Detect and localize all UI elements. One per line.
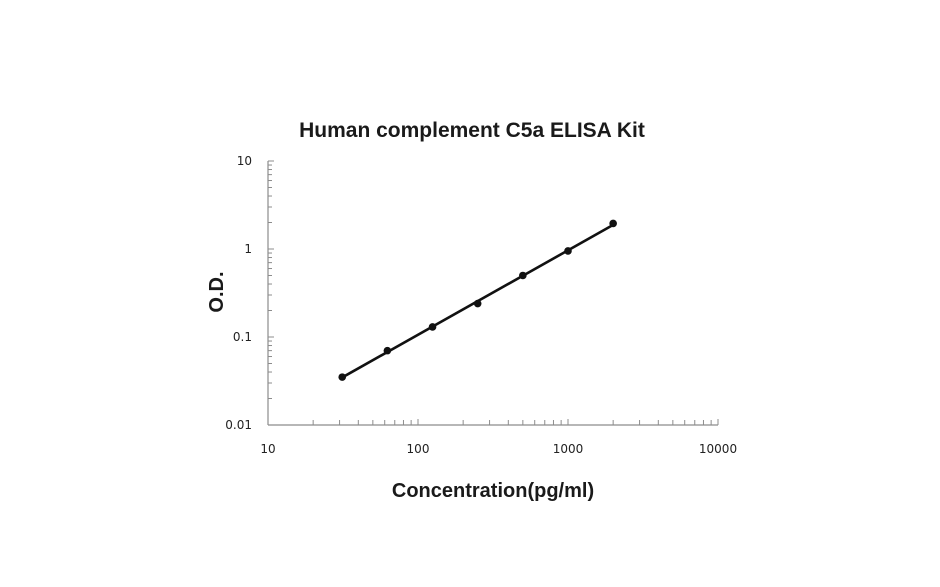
- y-tick-label: 0.1: [233, 330, 252, 344]
- y-tick-label: 10: [237, 154, 252, 168]
- plot-area: 0.01 0.1 1 10 10 100 1000 10000: [225, 154, 737, 456]
- x-axis-tick-labels: 10 100 1000 10000: [260, 442, 737, 456]
- data-point: [564, 247, 572, 255]
- y-tick-label: 1: [244, 242, 252, 256]
- x-tick-label: 100: [407, 442, 430, 456]
- y-axis-tick-labels: 0.01 0.1 1 10: [225, 154, 252, 432]
- y-tick-label: 0.01: [225, 418, 252, 432]
- x-tick-label: 10000: [699, 442, 737, 456]
- y-axis-label: O.D.: [206, 271, 228, 312]
- chart-title: Human complement C5a ELISA Kit: [299, 119, 645, 142]
- y-axis-ticks: [268, 160, 274, 426]
- data-point: [609, 219, 617, 228]
- x-tick-label: 10: [260, 442, 275, 456]
- x-axis-ticks: [267, 419, 719, 425]
- data-point: [338, 373, 347, 381]
- x-axis-label: Concentration(pg/ml): [392, 480, 594, 502]
- x-tick-label: 1000: [553, 442, 584, 456]
- data-point: [383, 346, 392, 355]
- data-point: [519, 271, 527, 280]
- data-point: [473, 299, 482, 308]
- data-points: [338, 219, 617, 381]
- data-point: [428, 323, 437, 331]
